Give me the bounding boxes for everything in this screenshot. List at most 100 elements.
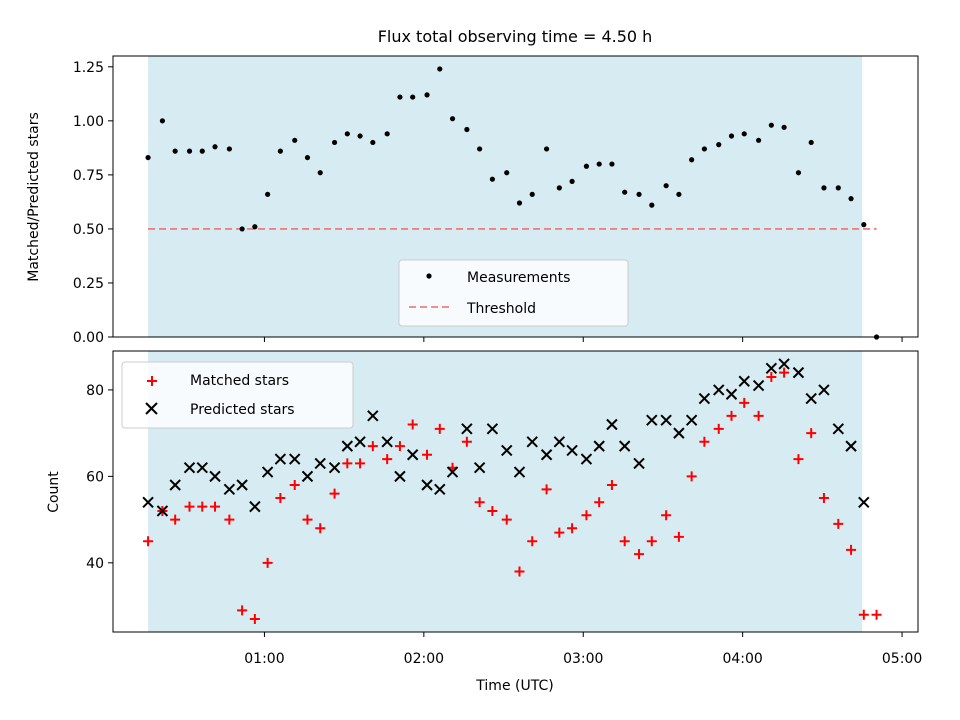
predicted-star-point <box>858 496 870 509</box>
measurement-point <box>410 94 416 100</box>
matched-star-point <box>793 454 804 465</box>
legend-measurements-label: Measurements <box>467 270 570 286</box>
predicted-star-point <box>183 462 196 474</box>
predicted-star-point <box>553 436 566 448</box>
bottom-x-axis: 01:00 02:00 03:00 04:00 05:00 <box>244 632 922 667</box>
x-tick-label: 04:00 <box>722 651 762 667</box>
measurement-point <box>795 170 802 176</box>
matched-star-point <box>673 531 684 542</box>
measurement-point <box>357 133 363 139</box>
predicted-star-point <box>209 470 221 483</box>
measurement-point <box>212 144 218 150</box>
measurement-point <box>265 191 271 197</box>
predicted-star-point <box>261 466 274 478</box>
top-plot-frame <box>112 55 919 338</box>
matched-star-point <box>407 419 418 430</box>
bottom-panel: 40 60 80 01:00 02:00 03:00 04:00 05:00 Count T… <box>46 350 922 694</box>
predicted-star-point <box>249 500 261 513</box>
x-tick-label: 01:00 <box>244 651 284 667</box>
x-tick-label: 03:00 <box>563 651 603 667</box>
predicted-star-point <box>805 392 817 405</box>
predicted-star-point <box>367 410 379 422</box>
matched-star-point <box>184 501 195 512</box>
matched-star-point <box>275 492 286 503</box>
predicted-star-point <box>618 440 631 452</box>
matched-star-point <box>541 484 552 495</box>
predicted-star-point <box>738 375 750 387</box>
measurements-series <box>145 66 880 340</box>
matched-star-point <box>461 436 472 447</box>
matched-star-point <box>846 544 857 555</box>
predicted-star-point <box>660 414 672 426</box>
matched-star-point <box>713 423 724 434</box>
bottom-x-axis-label: Time (UTC) <box>475 678 553 694</box>
y-tick-label: 0.75 <box>73 168 104 184</box>
legend-matched-marker <box>147 376 157 386</box>
predicted-star-point <box>301 470 314 483</box>
legend-predicted-label: Predicted stars <box>190 402 295 418</box>
measurement-point <box>226 146 232 152</box>
x-tick-label: 05:00 <box>882 651 922 667</box>
measurement-point <box>835 185 841 191</box>
predicted-star-point <box>606 418 618 431</box>
matched-star-point <box>806 428 817 439</box>
predicted-star-point <box>765 362 778 374</box>
matched-star-point <box>686 471 697 482</box>
y-tick-label: 80 <box>86 383 104 399</box>
measurement-point <box>384 131 390 137</box>
measurement-point <box>252 224 258 230</box>
measurement-point <box>755 137 762 143</box>
predicted-star-point <box>832 423 845 435</box>
matched-star-point <box>224 514 235 525</box>
measurement-point <box>848 196 854 202</box>
measurement-point <box>556 185 562 191</box>
measurement-point <box>317 170 323 176</box>
y-tick-label: 0.25 <box>73 276 104 292</box>
measurement-point <box>649 202 655 208</box>
predicted-star-point <box>540 449 553 461</box>
measurement-point <box>781 124 787 130</box>
predicted-star-point <box>633 457 645 470</box>
predicted-star-point <box>381 436 393 448</box>
measurement-point <box>239 226 245 232</box>
legend-threshold-label: Threshold <box>466 301 536 317</box>
predicted-star-point <box>713 384 725 396</box>
predicted-star-point <box>698 392 711 405</box>
matched-star-point <box>197 501 208 512</box>
matched-star-point <box>434 423 445 434</box>
top-y-axis-label: Matched/Predicted stars <box>26 112 42 282</box>
matched-star-point <box>646 536 657 547</box>
matched-star-point <box>422 449 433 460</box>
matched-star-point <box>739 397 750 408</box>
predicted-star-point <box>473 462 486 474</box>
bottom-legend-box <box>121 361 354 429</box>
predicted-star-point <box>486 423 499 435</box>
matched-star-point <box>170 514 181 525</box>
measurement-point <box>145 154 151 161</box>
measurement-point <box>569 178 575 184</box>
legend-matched-label: Matched stars <box>190 373 289 389</box>
predicted-star-point <box>513 466 526 478</box>
matched-star-point <box>487 505 498 516</box>
top-x-axis <box>263 337 903 342</box>
measurement-point <box>808 139 814 146</box>
measurement-point <box>449 116 456 122</box>
measurement-point <box>186 148 193 154</box>
predicted-star-point <box>328 462 341 474</box>
predicted-star-point <box>778 358 790 370</box>
matched-star-point <box>382 454 393 465</box>
measurement-point <box>529 191 535 197</box>
matched-star-point <box>355 458 366 469</box>
matched-star-point <box>766 371 777 382</box>
matched-star-point <box>514 566 525 577</box>
top-panel: 0.00 0.25 0.50 0.75 1.00 1.25 Matched/Predict… <box>26 55 919 346</box>
legend-measurements-marker <box>426 273 432 279</box>
bottom-legend: Matched stars Predicted stars <box>121 361 354 429</box>
measurement-point <box>199 148 205 154</box>
measurement-point <box>489 176 495 182</box>
measurement-point <box>504 170 510 176</box>
measurement-point <box>716 142 722 148</box>
legend-predicted-marker <box>145 402 158 415</box>
matched-star-point <box>567 523 578 534</box>
